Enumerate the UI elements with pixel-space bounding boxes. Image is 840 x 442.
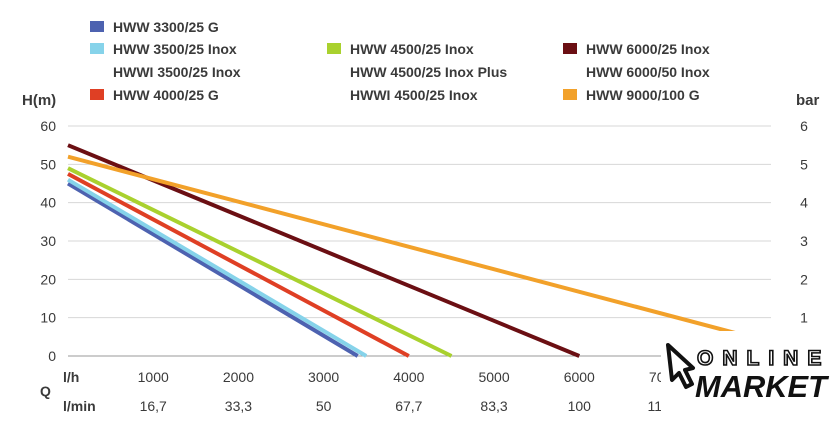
series-line [66,177,368,358]
x-tick-label: 4000 [393,369,424,385]
y-tick-label: 0 [48,348,56,364]
x-tick-label: 6000 [564,369,595,385]
series-line [67,172,410,358]
y-right-tick-label: 6 [800,118,808,134]
legend-swatch [563,43,577,54]
series-line [66,181,359,358]
cursor-icon [666,343,695,389]
legend-label: HWW 3500/25 Inox [113,41,237,57]
legend-label: HWW 4500/25 Inox [350,41,474,57]
legend-label: HWWI 4500/25 Inox [350,87,478,103]
watermark-logo: ONLINE MARKET [661,331,840,437]
series-lines [66,143,751,358]
y-tick-label: 40 [40,195,56,211]
legend-swatch [90,21,104,32]
series-line [67,154,751,339]
legend-label: HWW 4000/25 G [113,87,219,103]
y-axis-label: H(m) [22,92,56,109]
y-tick-label: 30 [40,233,56,249]
y-right-tick-label: 2 [800,271,808,287]
legend-label: HWW 6000/25 Inox [586,41,710,57]
x-alt-tick-label: 100 [568,398,592,414]
x-alt-tick-label: 83,3 [480,398,507,414]
y-tick-label: 60 [40,118,56,134]
legend-label: HWW 9000/100 G [586,87,700,103]
x-tick-label: 5000 [478,369,509,385]
y-right-tick-label: 1 [800,310,808,326]
series-line [67,166,453,358]
x-axis-label: l/h [63,369,79,385]
legend-label: HWW 3300/25 G [113,19,219,35]
x-alt-tick-label: 16,7 [140,398,167,414]
legend-swatch [327,43,341,54]
legend-swatch [563,89,577,100]
x-tick-label: 1000 [138,369,169,385]
y-right-tick-label: 3 [800,233,808,249]
y-tick-label: 50 [40,156,56,172]
watermark-line1: ONLINE [697,347,830,370]
legend-swatch [90,43,104,54]
x-alt-tick-label: 33,3 [225,398,252,414]
legend-label: HWW 4500/25 Inox Plus [350,64,507,80]
x-axis-q-label: Q [40,383,51,399]
legend: HWW 3300/25 G HWW 3500/25 Inox HWWI 3500/2… [90,19,710,103]
x-axis-alt-label: l/min [63,398,96,414]
legend-label: HWWI 3500/25 Inox [113,64,241,80]
x-tick-label: 2000 [223,369,254,385]
y-tick-label: 20 [40,271,56,287]
watermark-line2: MARKET [695,369,830,404]
x-alt-tick-label: 50 [316,398,332,414]
x-alt-tick-label: 67,7 [395,398,422,414]
grid [68,125,771,357]
legend-label: HWW 6000/50 Inox [586,64,710,80]
y-axis-right-label: bar [796,92,820,109]
legend-swatch [90,89,104,100]
x-tick-label: 3000 [308,369,339,385]
y-tick-label: 10 [40,310,56,326]
y-right-tick-label: 4 [800,195,808,211]
y-right-tick-label: 5 [800,156,808,172]
